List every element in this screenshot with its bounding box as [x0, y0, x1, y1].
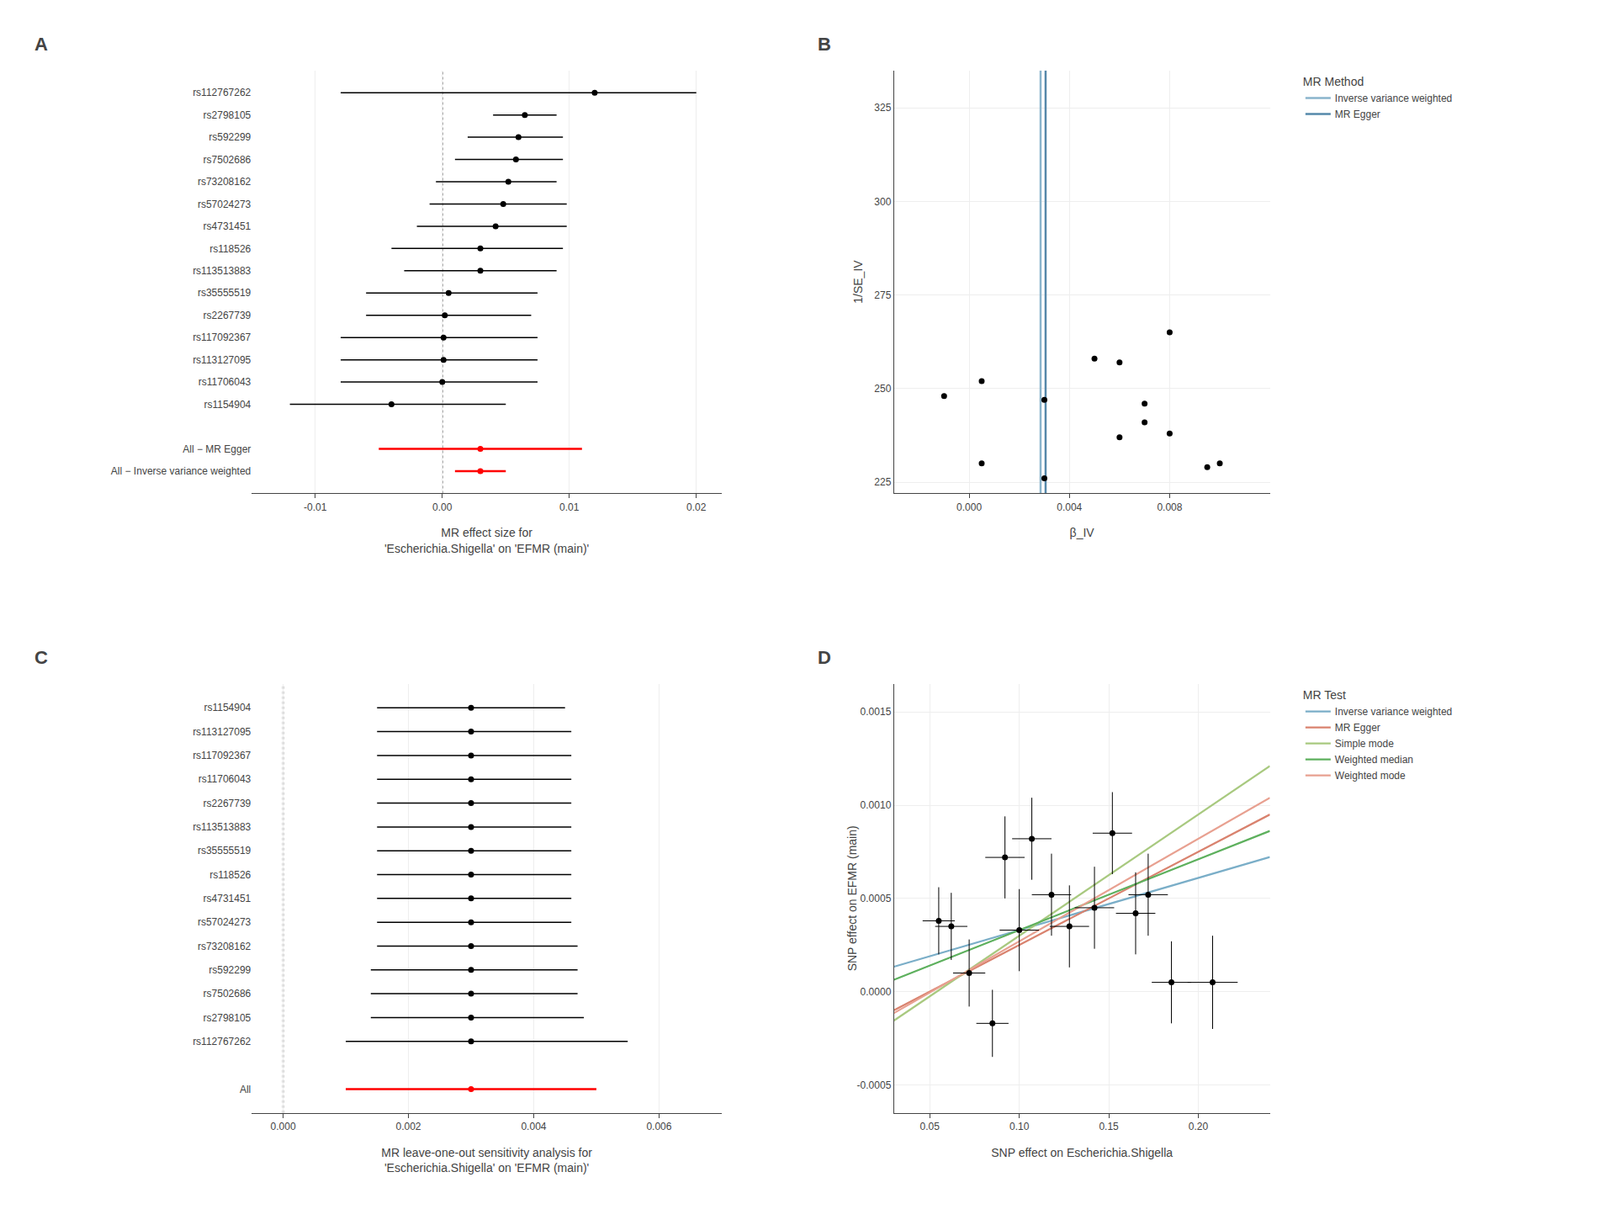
svg-text:rs35555519: rs35555519 — [197, 286, 252, 299]
svg-text:MR leave-one-out sensitivity a: MR leave-one-out sensitivity analysis fo… — [381, 1145, 593, 1175]
svg-text:0.008: 0.008 — [1156, 501, 1182, 514]
svg-text:0.00: 0.00 — [432, 501, 453, 514]
svg-text:0.000: 0.000 — [270, 1120, 297, 1133]
svg-text:rs11706043: rs11706043 — [198, 376, 252, 388]
svg-text:0.05: 0.05 — [920, 1120, 941, 1133]
svg-text:325: 325 — [874, 101, 891, 114]
svg-text:300: 300 — [874, 196, 891, 208]
svg-text:All: All — [239, 1083, 251, 1096]
svg-text:rs592299: rs592299 — [208, 964, 251, 976]
svg-text:rs1154904: rs1154904 — [203, 398, 251, 411]
svg-text:0.004: 0.004 — [520, 1120, 546, 1133]
svg-text:rs113513883: rs113513883 — [192, 821, 251, 833]
svg-text:Inverse variance weighted: Inverse variance weighted — [1335, 92, 1452, 105]
svg-text:rs2267739: rs2267739 — [203, 309, 252, 322]
svg-text:Weighted mode: Weighted mode — [1335, 769, 1406, 782]
svg-text:0.20: 0.20 — [1188, 1120, 1209, 1133]
svg-text:C: C — [34, 646, 48, 668]
svg-text:SNP effect on Escherichia.Shig: SNP effect on Escherichia.Shigella — [990, 1145, 1173, 1160]
svg-text:MR effect size for'Escherichia: MR effect size for'Escherichia.Shigella'… — [384, 525, 589, 555]
svg-text:B: B — [817, 33, 832, 55]
svg-text:0.0000: 0.0000 — [860, 985, 892, 998]
svg-text:rs35555519: rs35555519 — [197, 844, 252, 857]
svg-text:250: 250 — [874, 382, 891, 395]
svg-text:0.15: 0.15 — [1098, 1120, 1119, 1133]
svg-text:SNP effect on EFMR (main): SNP effect on EFMR (main) — [845, 825, 859, 971]
svg-text:rs2798105: rs2798105 — [203, 109, 252, 122]
svg-text:Inverse variance weighted: Inverse variance weighted — [1335, 705, 1452, 718]
svg-text:0.0010: 0.0010 — [860, 799, 892, 811]
svg-text:-0.01: -0.01 — [303, 501, 328, 514]
svg-text:rs118526: rs118526 — [209, 243, 251, 255]
svg-text:rs11706043: rs11706043 — [198, 773, 252, 785]
svg-text:rs4731451: rs4731451 — [203, 892, 252, 905]
svg-text:0.0005: 0.0005 — [860, 892, 892, 905]
svg-text:β_IV: β_IV — [1070, 525, 1096, 540]
svg-text:MR Egger: MR Egger — [1335, 721, 1381, 734]
svg-text:225: 225 — [874, 476, 891, 488]
svg-text:Simple mode: Simple mode — [1335, 737, 1394, 750]
svg-text:All − MR Egger: All − MR Egger — [182, 443, 251, 456]
svg-text:rs57024273: rs57024273 — [197, 916, 252, 928]
svg-text:0.01: 0.01 — [559, 501, 580, 514]
svg-text:rs73208162: rs73208162 — [197, 940, 252, 953]
svg-text:rs117092367: rs117092367 — [192, 749, 251, 762]
svg-text:rs4731451: rs4731451 — [203, 220, 252, 233]
svg-text:rs2798105: rs2798105 — [203, 1011, 252, 1024]
svg-text:275: 275 — [874, 289, 891, 302]
svg-text:0.006: 0.006 — [646, 1120, 672, 1133]
svg-text:0.02: 0.02 — [686, 501, 707, 514]
svg-text:rs592299: rs592299 — [208, 131, 251, 144]
svg-text:MR Method: MR Method — [1303, 74, 1364, 89]
svg-text:rs2267739: rs2267739 — [203, 797, 252, 810]
svg-text:rs117092367: rs117092367 — [192, 331, 251, 344]
svg-text:rs57024273: rs57024273 — [197, 198, 252, 211]
svg-text:0.002: 0.002 — [395, 1120, 421, 1133]
svg-text:rs112767262: rs112767262 — [192, 1035, 251, 1048]
svg-text:rs1154904: rs1154904 — [203, 701, 251, 714]
svg-text:MR Test: MR Test — [1303, 688, 1346, 702]
svg-text:0.0015: 0.0015 — [860, 705, 892, 718]
svg-text:rs7502686: rs7502686 — [203, 987, 252, 1000]
svg-text:0.10: 0.10 — [1009, 1120, 1030, 1133]
svg-text:MR Egger: MR Egger — [1335, 108, 1381, 121]
svg-text:0.004: 0.004 — [1056, 501, 1082, 514]
svg-text:rs118526: rs118526 — [209, 868, 251, 881]
svg-text:rs113513883: rs113513883 — [192, 264, 251, 277]
svg-text:A: A — [34, 33, 48, 55]
svg-text:rs73208162: rs73208162 — [197, 175, 252, 188]
svg-text:Weighted median: Weighted median — [1335, 753, 1414, 766]
svg-text:rs113127095: rs113127095 — [192, 725, 251, 738]
svg-text:rs7502686: rs7502686 — [203, 153, 252, 166]
svg-text:All − Inverse variance weighte: All − Inverse variance weighted — [111, 465, 251, 477]
svg-text:rs112767262: rs112767262 — [192, 86, 251, 99]
svg-text:1/SE_IV: 1/SE_IV — [851, 259, 865, 304]
svg-text:rs113127095: rs113127095 — [192, 354, 251, 366]
svg-text:D: D — [817, 646, 832, 668]
svg-text:-0.0005: -0.0005 — [857, 1079, 892, 1092]
svg-text:0.000: 0.000 — [956, 501, 982, 514]
